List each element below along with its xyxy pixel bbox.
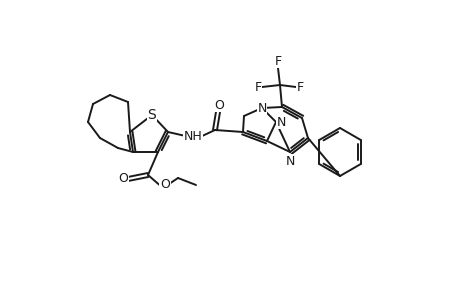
Text: O: O [213, 98, 224, 112]
Text: O: O [160, 178, 169, 191]
Text: N: N [257, 101, 266, 115]
Text: O: O [118, 172, 128, 185]
Text: F: F [274, 55, 281, 68]
Text: N: N [276, 116, 285, 128]
Text: F: F [254, 80, 261, 94]
Text: N: N [285, 154, 294, 167]
Text: S: S [147, 108, 156, 122]
Text: F: F [296, 80, 303, 94]
Text: NH: NH [183, 130, 202, 142]
